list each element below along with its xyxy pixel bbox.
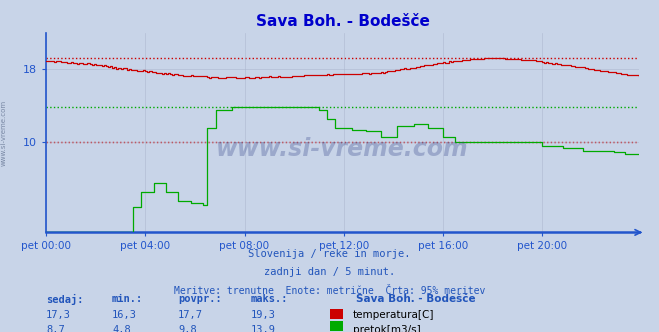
Title: Sava Boh. - Bodešče: Sava Boh. - Bodešče <box>256 14 430 29</box>
Text: www.si-vreme.com: www.si-vreme.com <box>0 100 7 166</box>
Text: zadnji dan / 5 minut.: zadnji dan / 5 minut. <box>264 267 395 277</box>
Text: 17,7: 17,7 <box>178 310 203 320</box>
Text: Sava Boh. - Bodešče: Sava Boh. - Bodešče <box>356 294 476 304</box>
Text: povpr.:: povpr.: <box>178 294 221 304</box>
Text: 19,3: 19,3 <box>250 310 275 320</box>
Text: 13,9: 13,9 <box>250 325 275 332</box>
Text: 17,3: 17,3 <box>46 310 71 320</box>
Text: pretok[m3/s]: pretok[m3/s] <box>353 325 420 332</box>
Text: 4,8: 4,8 <box>112 325 130 332</box>
Text: min.:: min.: <box>112 294 143 304</box>
Text: 16,3: 16,3 <box>112 310 137 320</box>
Text: Meritve: trenutne  Enote: metrične  Črta: 95% meritev: Meritve: trenutne Enote: metrične Črta: … <box>174 286 485 295</box>
Text: www.si-vreme.com: www.si-vreme.com <box>216 137 469 161</box>
Text: Slovenija / reke in morje.: Slovenija / reke in morje. <box>248 249 411 259</box>
Text: 8,7: 8,7 <box>46 325 65 332</box>
Text: temperatura[C]: temperatura[C] <box>353 310 434 320</box>
Text: 9,8: 9,8 <box>178 325 196 332</box>
Text: maks.:: maks.: <box>250 294 288 304</box>
Text: sedaj:: sedaj: <box>46 294 84 305</box>
